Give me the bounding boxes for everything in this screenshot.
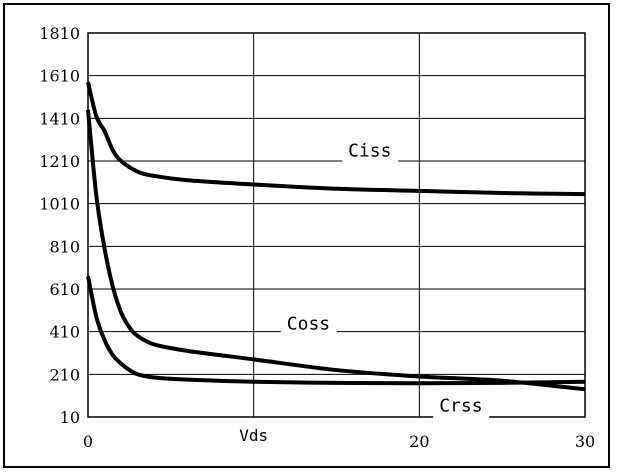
chart-frame: 1810 1610 1410 1210 1010 810 610 410 210 10 0 20 30… <box>3 3 610 468</box>
grid-lines <box>87 32 586 418</box>
plot-border <box>87 32 586 418</box>
series-label-bg <box>280 312 337 337</box>
series-lines <box>86 81 586 392</box>
series-label-crss: Crss <box>439 396 482 417</box>
x-tick-labels: 0 20 30 <box>83 432 595 451</box>
series-line-ciss <box>86 81 586 197</box>
y-tick-label: 1810 <box>39 24 80 43</box>
x-tick-label: 0 <box>83 432 93 451</box>
capacitance-chart: 1810 1610 1410 1210 1010 810 610 410 210 10 0 20 30… <box>39 24 595 451</box>
series-label-bg <box>342 139 399 164</box>
y-tick-labels: 1810 1610 1410 1210 1010 810 610 410 210 10 <box>39 24 80 427</box>
axes <box>87 32 586 418</box>
series-line-crss <box>86 275 586 386</box>
y-tick-label: 1210 <box>39 152 80 171</box>
y-tick-label: 1610 <box>39 67 80 86</box>
x-tick-label: 20 <box>409 432 429 451</box>
y-tick-label: 10 <box>60 408 80 427</box>
series-label-ciss: Ciss <box>348 141 391 162</box>
y-tick-label: 410 <box>49 323 80 342</box>
y-tick-label: 1010 <box>39 195 80 214</box>
x-axis-label: Vds <box>239 426 268 445</box>
y-tick-label: 810 <box>49 237 80 256</box>
y-tick-label: 210 <box>49 365 80 384</box>
y-tick-label: 610 <box>49 280 80 299</box>
series-label-bg <box>433 394 490 419</box>
series-label-coss: Coss <box>287 314 330 335</box>
series-line-coss <box>86 109 586 392</box>
y-tick-label: 1410 <box>39 109 80 128</box>
series-labels: Ciss Coss Crss <box>280 139 490 419</box>
x-tick-label: 30 <box>575 432 595 451</box>
